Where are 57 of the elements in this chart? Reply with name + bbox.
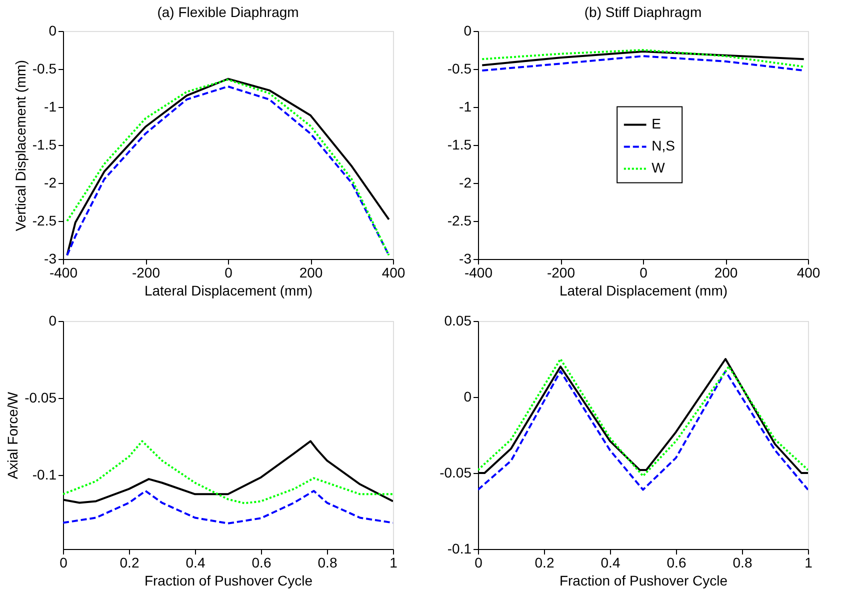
y-tick-label: -0.5 [32, 60, 57, 76]
x-tick-label: 0.6 [252, 554, 272, 570]
x-axis-title: Lateral Displacement (mm) [559, 282, 728, 298]
x-tick-label: 0.8 [732, 554, 752, 570]
y-axis-title: Vertical Displacement (mm) [12, 60, 28, 232]
x-tick-label: -200 [546, 264, 576, 280]
x-axis-title: Fraction of Pushover Cycle [559, 572, 728, 588]
x-tick-label: 400 [796, 264, 820, 280]
x-tick-label: 0.2 [120, 554, 140, 570]
x-axis-title: Fraction of Pushover Cycle [144, 572, 313, 588]
x-tick-label: -400 [49, 264, 78, 280]
x-tick-label: 0.4 [600, 554, 620, 570]
y-axis-title: Axial Force/W [4, 391, 21, 480]
y-tick-label: 0 [464, 388, 472, 404]
y-tick-label: -0.05 [440, 464, 472, 480]
x-tick-label: 0 [224, 264, 233, 280]
y-tick-label: 0 [464, 22, 472, 38]
chart-title: (a) Flexible Diaphragm [157, 4, 299, 20]
x-tick-label: -200 [132, 264, 160, 280]
legend-label: E [652, 116, 661, 132]
x-tick-label: 0.4 [186, 554, 206, 570]
y-tick-label: -1.5 [32, 136, 57, 152]
line-series [63, 490, 393, 524]
y-tick-label: -0.5 [447, 60, 472, 76]
x-tick-label: 400 [382, 264, 406, 280]
x-axis-title: Lateral Displacement (mm) [144, 282, 313, 298]
legend-label: W [652, 160, 666, 176]
line-series [481, 55, 805, 72]
y-tick-label: -1 [44, 98, 57, 114]
y-tick-label: -0.05 [24, 390, 57, 406]
y-tick-label: 0 [48, 312, 57, 328]
y-tick-label: -3 [44, 250, 57, 266]
y-tick-label: -1.5 [447, 136, 472, 152]
y-tick-label: -2.5 [447, 212, 472, 228]
legend-label: N,S [652, 138, 675, 154]
line-series [478, 370, 808, 491]
x-tick-label: 200 [299, 264, 323, 280]
y-tick-label: 0 [48, 22, 57, 38]
y-tick-label: -2.5 [32, 212, 57, 228]
x-tick-label: 0.8 [318, 554, 338, 570]
y-tick-label: -2 [459, 174, 472, 190]
x-tick-label: 0.6 [666, 554, 686, 570]
y-tick-label: -0.1 [32, 466, 57, 483]
x-tick-label: -400 [464, 264, 493, 280]
y-tick-label: -3 [459, 250, 472, 266]
y-tick-label: -1 [459, 98, 472, 114]
y-tick-label: -0.1 [447, 540, 472, 556]
chart-title: (b) Stiff Diaphragm [584, 4, 702, 20]
x-tick-label: 0 [640, 264, 648, 280]
x-tick-label: 1 [390, 554, 398, 570]
x-tick-label: 0.2 [534, 554, 554, 570]
y-tick-label: -2 [44, 174, 57, 190]
x-tick-label: 200 [714, 264, 738, 280]
y-tick-label: 0.05 [444, 312, 472, 328]
x-tick-label: 0 [474, 554, 483, 570]
x-tick-label: 1 [804, 554, 813, 570]
x-tick-label: 0 [60, 554, 68, 570]
